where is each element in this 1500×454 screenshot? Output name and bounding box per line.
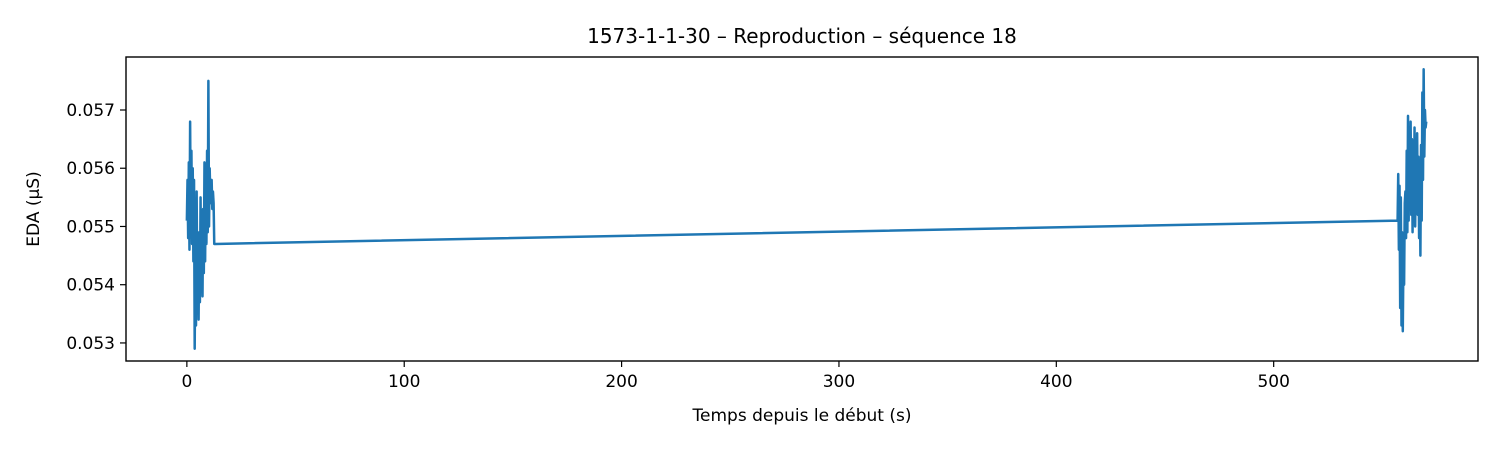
x-tick-label: 0 — [181, 372, 192, 392]
axes-frame — [125, 56, 1479, 362]
chart-title: 1573-1-1-30 – Reproduction – séquence 18 — [587, 24, 1017, 48]
x-tick-label: 500 — [1257, 372, 1289, 392]
y-tick-label: 0.055 — [66, 217, 115, 237]
y-tick-label: 0.056 — [66, 159, 115, 179]
x-tick-label: 300 — [823, 372, 855, 392]
x-axis-label: Temps depuis le début (s) — [692, 406, 912, 426]
x-tick-label: 200 — [605, 372, 637, 392]
y-tick-label: 0.057 — [66, 101, 115, 121]
plot-area — [185, 67, 1428, 351]
y-tick-label: 0.053 — [66, 334, 115, 354]
y-axis-label: EDA (µS) — [24, 171, 44, 246]
series-line-0 — [185, 67, 1428, 351]
x-tick-label: 400 — [1040, 372, 1072, 392]
x-tick-label: 100 — [388, 372, 420, 392]
axis-ticks: 0 100 200 300 400 500 0.053 0.054 0.055 0.056 0.05… — [66, 101, 1290, 392]
y-tick-label: 0.054 — [66, 276, 115, 296]
